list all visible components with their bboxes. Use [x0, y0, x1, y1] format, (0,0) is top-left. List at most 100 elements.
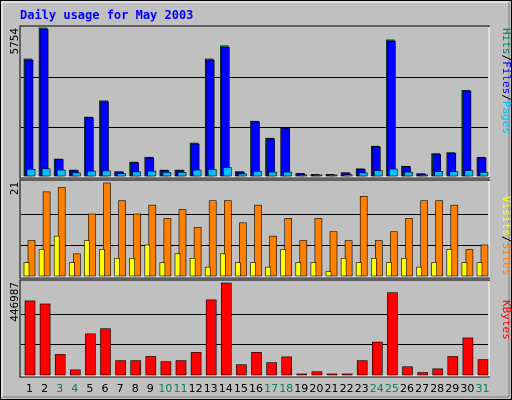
- bar-pages-day-29: [449, 171, 459, 177]
- bar-visits-day-27: [416, 266, 422, 277]
- bar-sites-day-14: [224, 200, 232, 277]
- bar-kbytes-day-3: [54, 354, 66, 376]
- bar-sites-day-15: [239, 222, 247, 277]
- bar-visits-day-18: [280, 249, 287, 277]
- day-label-7: 7: [117, 382, 124, 395]
- bar-visits-day-26: [401, 257, 407, 277]
- bar-visits-day-7: [114, 257, 120, 277]
- bar-sites-day-19: [299, 240, 308, 277]
- bar-visits-day-2: [38, 249, 45, 277]
- bar-sites-day-28: [435, 200, 444, 277]
- bar-visits-day-4: [69, 262, 75, 277]
- bar-pages-day-7: [117, 173, 126, 177]
- bar-pages-day-3: [56, 169, 66, 177]
- day-label-27: 27: [415, 382, 429, 395]
- legend-item-hits: Hits: [500, 28, 512, 55]
- day-label-13: 13: [204, 382, 218, 395]
- bar-sites-day-12: [193, 226, 202, 277]
- bar-kbytes-day-26: [402, 366, 413, 376]
- bar-visits-day-11: [174, 253, 181, 277]
- bar-visits-day-22: [340, 257, 347, 277]
- legend-item-pages: Pages: [500, 101, 512, 134]
- bar-kbytes-day-7: [115, 360, 126, 376]
- legend-panel-2: KBytes: [500, 300, 512, 340]
- bar-kbytes-day-15: [236, 364, 247, 376]
- legend-item-sites: Sites: [500, 242, 512, 275]
- bar-sites-day-20: [314, 218, 323, 277]
- day-label-6: 6: [102, 382, 109, 395]
- bar-visits-day-19: [295, 262, 302, 277]
- day-label-17: 17: [264, 382, 278, 395]
- bar-sites-day-25: [390, 231, 398, 277]
- bar-kbytes-day-27: [417, 372, 428, 376]
- day-label-12: 12: [189, 382, 203, 395]
- bar-visits-day-24: [370, 257, 377, 277]
- bar-pages-day-20: [313, 174, 323, 177]
- bar-files-day-5: [85, 117, 94, 177]
- day-label-22: 22: [340, 382, 354, 395]
- bar-visits-day-9: [144, 244, 151, 277]
- day-label-30: 30: [460, 382, 474, 395]
- bar-sites-day-8: [133, 213, 141, 277]
- bar-pages-day-21: [328, 174, 338, 177]
- day-label-19: 19: [294, 382, 308, 395]
- bar-pages-day-15: [238, 173, 247, 177]
- bar-kbytes-day-5: [85, 333, 96, 376]
- bar-pages-day-12: [192, 169, 202, 177]
- bar-kbytes-day-25: [387, 292, 398, 376]
- bar-kbytes-day-13: [205, 299, 217, 376]
- bar-kbytes-day-1: [24, 300, 36, 376]
- bar-sites-day-3: [57, 187, 66, 277]
- bar-sites-day-18: [284, 218, 293, 277]
- bar-pages-day-30: [464, 170, 474, 177]
- bar-files-day-13: [205, 59, 215, 177]
- bar-visits-day-31: [476, 262, 483, 277]
- bar-sites-day-26: [405, 218, 413, 277]
- bar-pages-day-2: [41, 168, 51, 177]
- bar-sites-day-7: [118, 200, 126, 277]
- bar-kbytes-day-4: [70, 369, 81, 376]
- bar-kbytes-day-14: [221, 282, 232, 376]
- bar-files-day-14: [221, 47, 230, 177]
- bar-pages-day-28: [434, 171, 444, 177]
- bar-visits-day-21: [325, 271, 332, 277]
- bar-kbytes-day-16: [251, 352, 262, 376]
- bar-visits-day-6: [99, 249, 105, 277]
- bottom-panel-ymax-label: 446987: [8, 282, 21, 322]
- bar-kbytes-day-6: [100, 328, 111, 376]
- day-label-20: 20: [309, 382, 323, 395]
- bar-kbytes-day-17: [266, 362, 277, 376]
- legend-item-files: Files: [500, 61, 512, 94]
- bar-sites-day-9: [148, 204, 157, 277]
- bar-sites-day-10: [163, 218, 172, 277]
- bar-sites-day-16: [254, 204, 262, 277]
- bar-kbytes-day-31: [477, 359, 489, 376]
- day-label-15: 15: [234, 382, 248, 395]
- bar-kbytes-day-9: [145, 356, 157, 376]
- bar-kbytes-day-23: [356, 360, 368, 376]
- bar-visits-day-12: [189, 257, 196, 277]
- bar-kbytes-day-2: [39, 303, 51, 376]
- day-label-28: 28: [430, 382, 444, 395]
- bar-visits-day-3: [53, 235, 60, 277]
- day-label-18: 18: [279, 382, 293, 395]
- bar-kbytes-day-10: [160, 361, 172, 376]
- bar-sites-day-23: [359, 195, 368, 277]
- bar-pages-day-10: [162, 172, 172, 177]
- day-label-2: 2: [41, 382, 48, 395]
- bar-kbytes-day-12: [190, 352, 202, 376]
- bar-visits-day-14: [220, 253, 226, 277]
- bar-pages-day-24: [373, 170, 383, 177]
- day-label-8: 8: [132, 382, 139, 395]
- bar-pages-day-26: [404, 171, 413, 177]
- bar-visits-day-13: [204, 266, 211, 277]
- bar-files-day-30: [462, 90, 472, 177]
- bar-pages-day-23: [358, 172, 368, 177]
- day-label-5: 5: [86, 382, 93, 395]
- day-label-24: 24: [370, 382, 384, 395]
- bar-files-day-1: [24, 59, 34, 177]
- bar-visits-day-29: [446, 249, 453, 277]
- bar-pages-day-1: [26, 169, 36, 177]
- day-label-10: 10: [158, 382, 172, 395]
- legend-item-visits: Visits: [500, 196, 512, 236]
